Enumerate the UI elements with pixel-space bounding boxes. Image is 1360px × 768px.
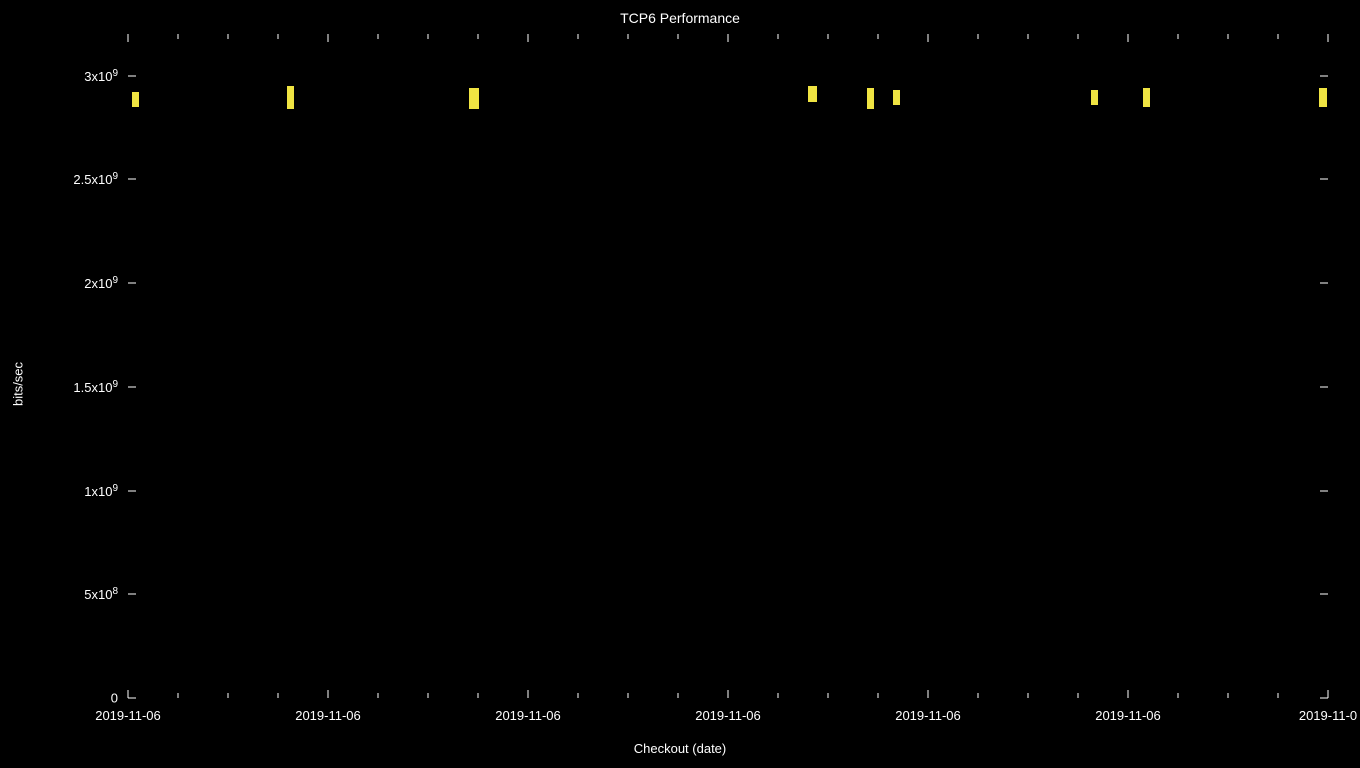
data-candle	[893, 90, 900, 105]
data-candle	[469, 88, 479, 109]
x-tick-label: 2019-11-06	[895, 708, 961, 723]
x-tick-label: 2019-11-06	[695, 708, 761, 723]
y-tick-label: 3x109	[84, 67, 118, 83]
x-axis-label: Checkout (date)	[634, 741, 727, 756]
x-tick-label: 2019-11-06	[95, 708, 161, 723]
x-tick-label: 2019-11-06	[1095, 708, 1161, 723]
y-axis-label: bits/sec	[11, 362, 26, 406]
plot-area	[128, 34, 1328, 698]
tcp6-performance-chart: TCP6 Performance bits/sec Checkout (date…	[0, 0, 1360, 768]
y-tick-label: 1.5x109	[73, 379, 118, 395]
x-tick-label: 2019-11-06	[295, 708, 361, 723]
y-tick-label: 2x109	[84, 275, 118, 291]
data-candle	[287, 86, 294, 109]
data-candle	[1319, 88, 1327, 107]
x-tick-label: 2019-11-06	[495, 708, 561, 723]
data-candle	[808, 86, 817, 103]
data-candle	[1091, 90, 1098, 105]
data-candle	[867, 88, 874, 109]
data-candle	[1143, 88, 1150, 107]
y-tick-label: 1x109	[84, 482, 118, 498]
chart-title: TCP6 Performance	[620, 10, 740, 26]
y-tick-label: 0	[111, 691, 118, 706]
x-tick-label: 2019-11-0	[1299, 708, 1357, 723]
y-tick-label: 2.5x109	[73, 171, 118, 187]
data-candle	[132, 92, 139, 107]
y-tick-label: 5x108	[84, 586, 118, 602]
